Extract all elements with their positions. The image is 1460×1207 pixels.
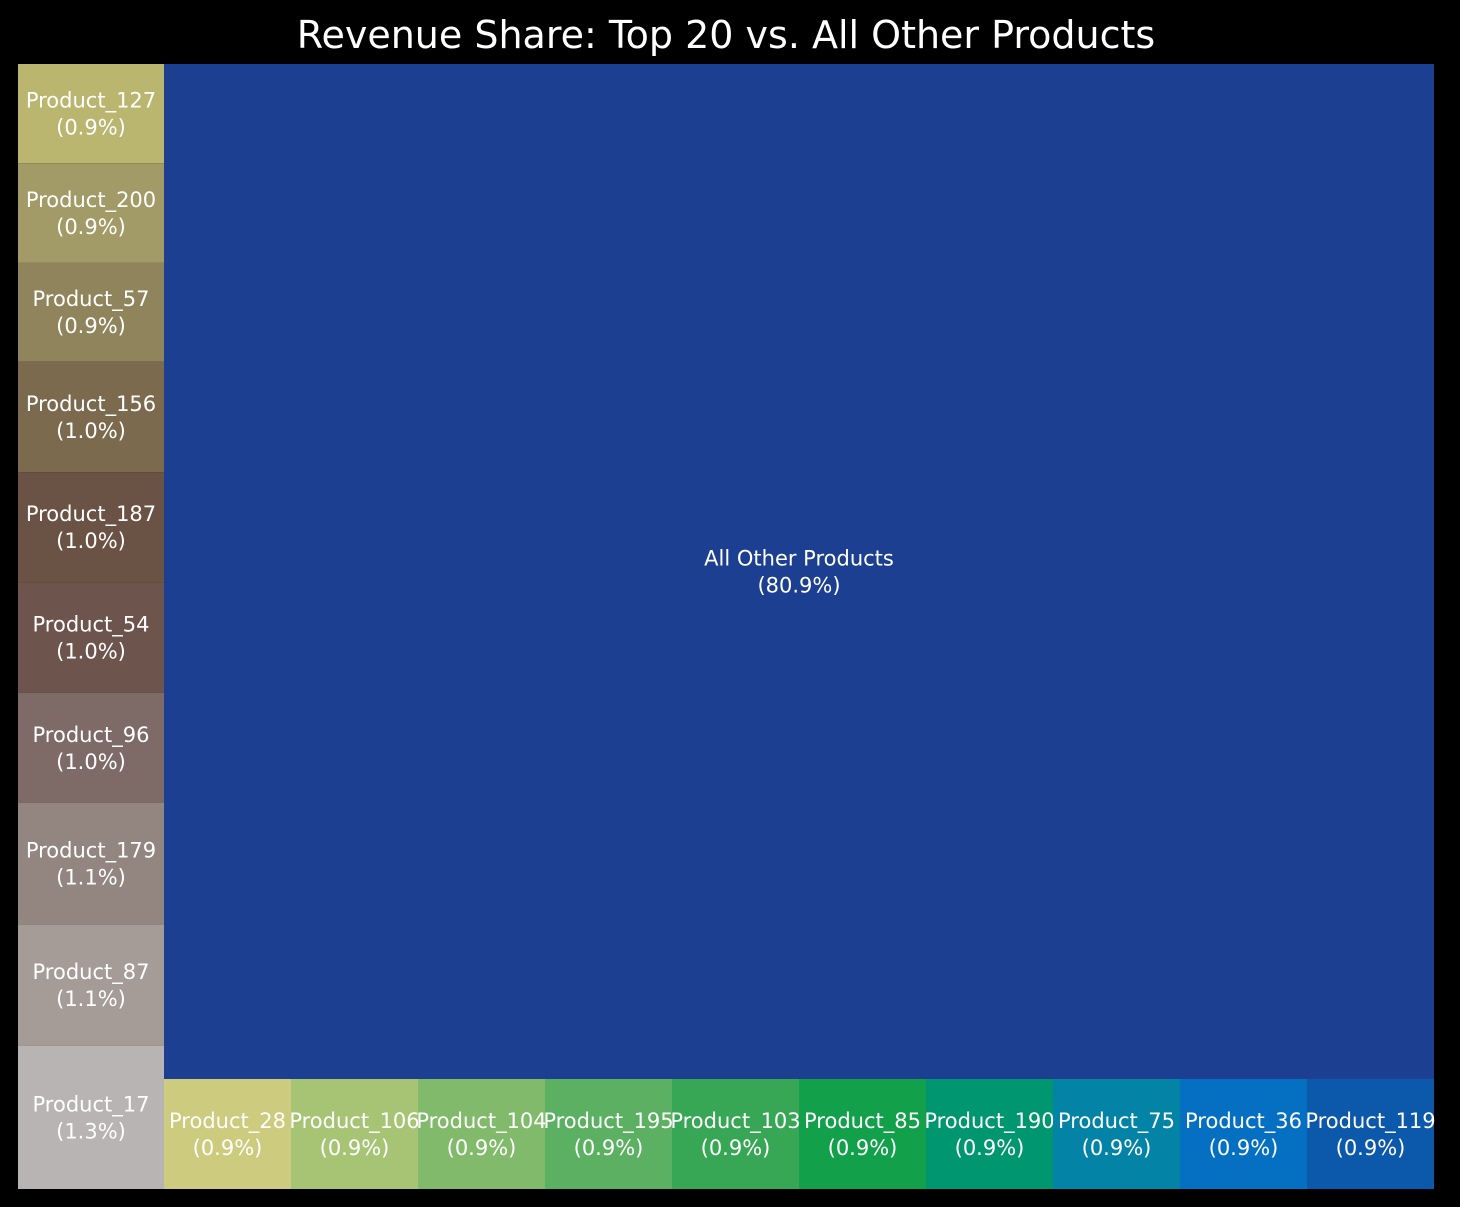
tile-percent-label: (80.9%) xyxy=(757,574,840,598)
treemap-tile-product-200 xyxy=(18,163,164,263)
tile-name-label: Product_119 xyxy=(1305,1109,1435,1134)
tile-name-label: Product_187 xyxy=(26,502,156,527)
tile-percent-label: (1.0%) xyxy=(56,640,126,664)
tile-name-label: Product_96 xyxy=(33,723,150,748)
treemap-tiles: Product_127(0.9%)Product_200(0.9%)Produc… xyxy=(18,64,1436,1189)
treemap-tile-product-17 xyxy=(18,1045,164,1189)
treemap-tile-product-28 xyxy=(164,1079,291,1189)
tile-name-label: Product_17 xyxy=(33,1092,150,1117)
tile-percent-label: (1.1%) xyxy=(56,987,126,1011)
tile-percent-label: (0.9%) xyxy=(56,116,126,140)
tile-percent-label: (0.9%) xyxy=(56,215,126,239)
treemap-tile-product-106 xyxy=(291,1079,418,1189)
treemap-tile-product-195 xyxy=(545,1079,672,1189)
tile-percent-label: (1.0%) xyxy=(56,750,126,774)
treemap-tile-product-36 xyxy=(1180,1079,1307,1189)
tile-name-label: Product_87 xyxy=(33,960,150,985)
tile-percent-label: (0.9%) xyxy=(574,1136,644,1160)
treemap-tile-all-other-products xyxy=(164,64,1434,1079)
tile-name-label: Product_103 xyxy=(670,1109,800,1134)
treemap-tile-product-190 xyxy=(926,1079,1053,1189)
treemap-tile-product-104 xyxy=(418,1079,545,1189)
treemap-tile-product-119 xyxy=(1307,1079,1434,1189)
tile-percent-label: (0.9%) xyxy=(955,1136,1025,1160)
tile-percent-label: (0.9%) xyxy=(1209,1136,1279,1160)
tile-name-label: Product_156 xyxy=(26,392,156,417)
tile-name-label: Product_127 xyxy=(26,89,156,114)
tile-name-label: Product_36 xyxy=(1185,1109,1302,1134)
tile-name-label: Product_195 xyxy=(543,1109,673,1134)
tile-name-label: Product_28 xyxy=(169,1109,286,1134)
tile-percent-label: (0.9%) xyxy=(1336,1136,1406,1160)
tile-name-label: Product_54 xyxy=(33,613,150,638)
treemap-tile-product-85 xyxy=(799,1079,926,1189)
treemap-tile-product-87 xyxy=(18,924,164,1046)
tile-name-label: All Other Products xyxy=(704,547,894,571)
tile-percent-label: (1.1%) xyxy=(56,866,126,890)
tile-percent-label: (0.9%) xyxy=(56,314,126,338)
tile-percent-label: (0.9%) xyxy=(701,1136,771,1160)
tile-name-label: Product_75 xyxy=(1058,1109,1175,1134)
tile-name-label: Product_104 xyxy=(416,1109,546,1134)
treemap-tile-product-127 xyxy=(18,64,164,164)
treemap-tile-product-54 xyxy=(18,582,164,693)
tile-percent-label: (1.3%) xyxy=(56,1119,126,1143)
tile-percent-label: (0.9%) xyxy=(447,1136,517,1160)
tile-name-label: Product_85 xyxy=(804,1109,921,1134)
tile-name-label: Product_57 xyxy=(33,287,150,312)
tile-name-label: Product_179 xyxy=(26,839,156,864)
treemap-tile-product-96 xyxy=(18,692,164,803)
tile-percent-label: (0.9%) xyxy=(193,1136,263,1160)
treemap-tile-product-179 xyxy=(18,802,164,925)
tile-percent-label: (1.0%) xyxy=(56,529,126,553)
tile-name-label: Product_190 xyxy=(924,1109,1054,1134)
treemap-tile-product-103 xyxy=(672,1079,799,1189)
treemap-tile-product-187 xyxy=(18,472,164,583)
tile-percent-label: (0.9%) xyxy=(1082,1136,1152,1160)
tile-percent-label: (0.9%) xyxy=(320,1136,390,1160)
treemap-tile-product-75 xyxy=(1053,1079,1180,1189)
treemap-tile-product-57 xyxy=(18,262,164,362)
tile-name-label: Product_106 xyxy=(289,1109,419,1134)
tile-percent-label: (1.0%) xyxy=(56,419,126,443)
treemap-tile-product-156 xyxy=(18,361,164,473)
chart-title: Revenue Share: Top 20 vs. All Other Prod… xyxy=(297,13,1155,57)
tile-name-label: Product_200 xyxy=(26,188,156,213)
tile-percent-label: (0.9%) xyxy=(828,1136,898,1160)
